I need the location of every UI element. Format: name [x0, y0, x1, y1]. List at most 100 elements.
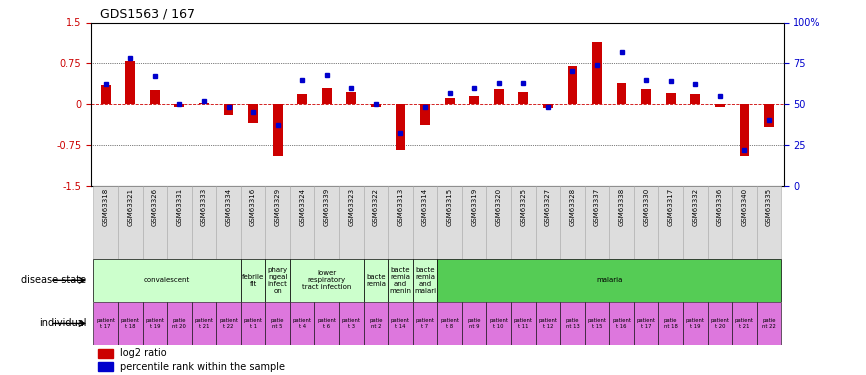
Text: GSM63336: GSM63336 — [717, 188, 723, 226]
Text: disease state: disease state — [22, 275, 87, 285]
Bar — [290, 259, 364, 302]
Bar — [519, 92, 528, 104]
Bar — [339, 186, 364, 259]
Bar — [94, 186, 118, 259]
Bar — [388, 259, 413, 302]
Text: patie
nt 22: patie nt 22 — [762, 318, 776, 329]
Text: patient
t 7: patient t 7 — [416, 318, 435, 329]
Text: patient
t 4: patient t 4 — [293, 318, 312, 329]
Bar — [191, 302, 216, 345]
Bar — [592, 42, 602, 104]
Text: patient
t 19: patient t 19 — [686, 318, 705, 329]
Text: patient
t 10: patient t 10 — [489, 318, 508, 329]
Bar — [241, 186, 265, 259]
Bar — [641, 89, 651, 104]
Bar — [371, 104, 381, 107]
Bar — [191, 186, 216, 259]
Bar — [634, 302, 658, 345]
Bar — [567, 66, 578, 104]
Bar — [322, 88, 332, 104]
Bar — [143, 186, 167, 259]
Text: GDS1563 / 167: GDS1563 / 167 — [100, 8, 195, 21]
Bar — [290, 302, 314, 345]
Text: bacte
remia
and
malari: bacte remia and malari — [414, 267, 436, 294]
Bar — [585, 186, 610, 259]
Text: GSM63322: GSM63322 — [373, 188, 379, 226]
Text: individual: individual — [39, 318, 87, 328]
Text: patient
t 11: patient t 11 — [514, 318, 533, 329]
Bar — [297, 94, 307, 104]
Bar — [658, 186, 683, 259]
Text: patie
nt 5: patie nt 5 — [271, 318, 284, 329]
Bar — [610, 302, 634, 345]
Bar — [216, 186, 241, 259]
Bar — [487, 186, 511, 259]
Text: patient
t 20: patient t 20 — [710, 318, 729, 329]
Bar — [98, 362, 113, 371]
Text: malaria: malaria — [596, 278, 623, 284]
Text: GSM63335: GSM63335 — [766, 188, 772, 226]
Text: patient
t 3: patient t 3 — [342, 318, 361, 329]
Bar — [535, 186, 560, 259]
Bar — [98, 349, 113, 358]
Text: GSM63320: GSM63320 — [495, 188, 501, 226]
Bar — [560, 186, 585, 259]
Bar — [658, 302, 683, 345]
Text: patie
nt 13: patie nt 13 — [565, 318, 579, 329]
Bar — [241, 259, 265, 302]
Text: patient
t 1: patient t 1 — [243, 318, 262, 329]
Bar — [265, 186, 290, 259]
Text: GSM63330: GSM63330 — [643, 188, 650, 226]
Bar — [223, 104, 234, 115]
Text: lower
respiratory
tract infection: lower respiratory tract infection — [302, 270, 352, 290]
Bar — [346, 92, 356, 104]
Text: percentile rank within the sample: percentile rank within the sample — [120, 362, 285, 372]
Text: GSM63313: GSM63313 — [397, 188, 404, 226]
Text: GSM63326: GSM63326 — [152, 188, 158, 226]
Bar — [683, 186, 708, 259]
Text: GSM63324: GSM63324 — [300, 188, 305, 226]
Bar — [437, 302, 462, 345]
Bar — [585, 302, 610, 345]
Text: patient
t 12: patient t 12 — [539, 318, 558, 329]
Bar — [339, 302, 364, 345]
Bar — [388, 302, 413, 345]
Text: patie
nt 20: patie nt 20 — [172, 318, 186, 329]
Bar — [143, 302, 167, 345]
Bar — [388, 186, 413, 259]
Bar — [535, 302, 560, 345]
Bar — [118, 186, 143, 259]
Bar — [462, 302, 487, 345]
Bar — [740, 104, 749, 156]
Bar — [666, 93, 675, 104]
Text: convalescent: convalescent — [144, 278, 191, 284]
Bar — [462, 186, 487, 259]
Text: patient
t 21: patient t 21 — [735, 318, 754, 329]
Text: log2 ratio: log2 ratio — [120, 348, 166, 358]
Text: GSM63317: GSM63317 — [668, 188, 674, 226]
Bar — [487, 302, 511, 345]
Text: GSM63339: GSM63339 — [324, 188, 330, 226]
Bar — [469, 96, 479, 104]
Text: GSM63333: GSM63333 — [201, 188, 207, 226]
Text: GSM63315: GSM63315 — [447, 188, 453, 226]
Text: patient
t 19: patient t 19 — [145, 318, 165, 329]
Bar — [708, 302, 732, 345]
Text: patient
t 22: patient t 22 — [219, 318, 238, 329]
Bar — [757, 186, 781, 259]
Bar — [617, 83, 626, 104]
Text: patient
t 8: patient t 8 — [440, 318, 459, 329]
Bar — [265, 259, 290, 302]
Text: patient
t 14: patient t 14 — [391, 318, 410, 329]
Bar — [241, 302, 265, 345]
Text: GSM63331: GSM63331 — [177, 188, 183, 226]
Bar — [396, 104, 405, 150]
Text: patient
t 18: patient t 18 — [120, 318, 139, 329]
Bar — [708, 186, 732, 259]
Bar — [118, 302, 143, 345]
Bar — [174, 104, 184, 107]
Text: GSM63340: GSM63340 — [741, 188, 747, 226]
Bar — [445, 98, 455, 104]
Bar — [494, 89, 504, 104]
Bar — [265, 302, 290, 345]
